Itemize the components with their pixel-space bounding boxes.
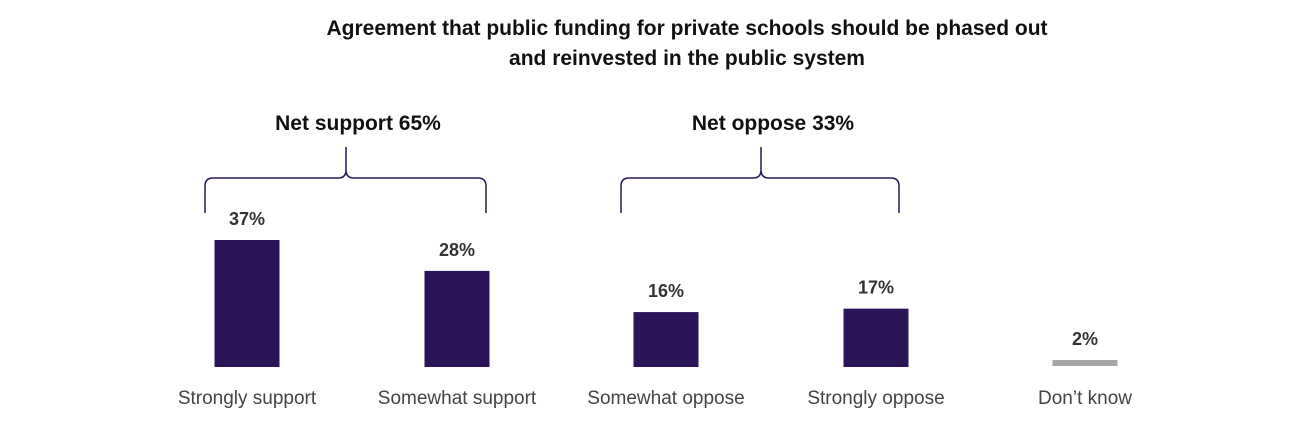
group-label-1: Net oppose 33% [692,112,855,135]
value-label-0: 37% [229,209,265,229]
chart-title-line-1: Agreement that public funding for privat… [326,17,1048,40]
group-label-0: Net support 65% [275,112,441,135]
value-label-4: 2% [1072,329,1098,349]
chart-title: Agreement that public funding for privat… [0,14,1309,74]
category-label-4: Don’t know [1038,388,1132,409]
value-label-3: 17% [858,278,894,298]
bar-2 [633,312,699,367]
bar-1 [424,270,490,367]
bar-3 [843,308,909,367]
bar-0 [214,240,280,367]
value-label-2: 16% [648,281,684,301]
category-label-3: Strongly oppose [807,388,944,409]
category-label-1: Somewhat support [378,388,537,409]
category-label-0: Strongly support [178,388,317,409]
group-bracket-0 [204,147,487,213]
bar-4 [1052,360,1118,366]
group-bracket-1 [620,147,900,213]
category-label-2: Somewhat oppose [587,388,744,409]
value-label-1: 28% [439,240,475,260]
chart-title-line-2: and reinvested in the public system [509,47,865,70]
